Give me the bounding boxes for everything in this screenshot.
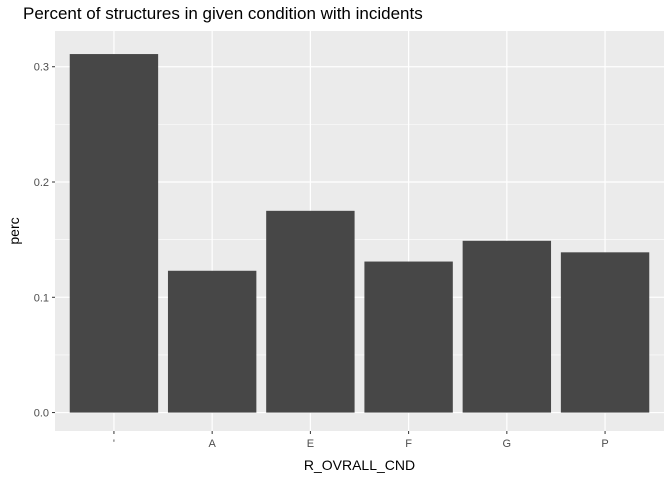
bar-2 bbox=[167, 270, 257, 413]
bar-5 bbox=[462, 240, 552, 413]
x-tick-label: E bbox=[307, 438, 314, 450]
bar-6 bbox=[560, 252, 650, 413]
x-axis-title: R_OVRALL_CND bbox=[304, 457, 415, 473]
bar-3 bbox=[266, 210, 355, 413]
x-tick-label: G bbox=[503, 438, 512, 450]
y-tick-label: 0.1 bbox=[34, 292, 49, 304]
y-tick-label: 0.0 bbox=[34, 408, 49, 420]
y-axis: 0.0 0.1 0.2 0.3 bbox=[34, 62, 55, 420]
x-tick-label: F bbox=[405, 438, 412, 450]
x-tick-label: P bbox=[601, 438, 608, 450]
bar-4 bbox=[364, 261, 453, 413]
y-axis-title: perc bbox=[6, 217, 22, 244]
bars bbox=[69, 54, 650, 413]
chart-title: Percent of structures in given condition… bbox=[23, 4, 423, 23]
bar-1 bbox=[69, 54, 159, 413]
x-tick-label: A bbox=[208, 438, 216, 450]
y-tick-label: 0.3 bbox=[34, 62, 49, 74]
x-tick-label: ' bbox=[113, 438, 115, 450]
y-tick-label: 0.2 bbox=[34, 177, 49, 189]
x-axis: ' A E F G P bbox=[113, 431, 609, 450]
